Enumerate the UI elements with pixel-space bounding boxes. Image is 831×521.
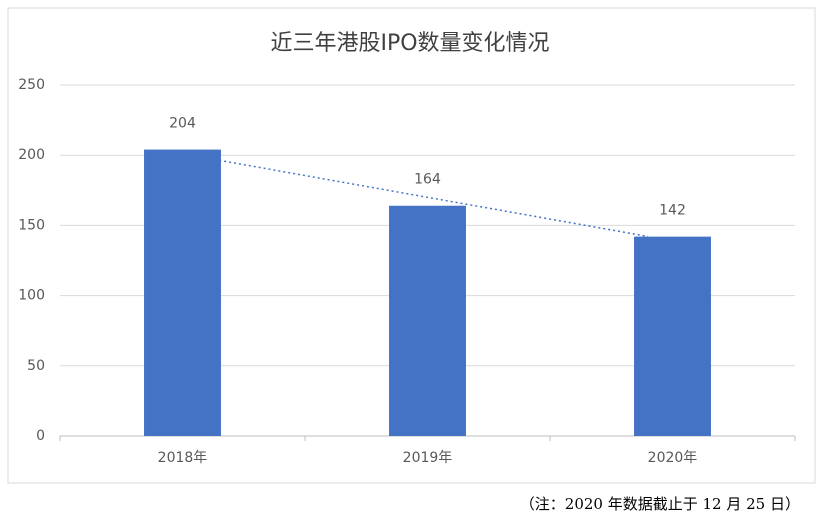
y-tick-label: 100 <box>18 288 45 304</box>
footnote: （注：2020 年数据截止于 12 月 25 日） <box>520 495 800 513</box>
y-tick-label: 250 <box>18 77 45 93</box>
x-tick-label: 2018年 <box>158 450 208 466</box>
x-tick-label: 2019年 <box>403 450 453 466</box>
y-tick-label: 150 <box>18 217 45 233</box>
chart-title: 近三年港股IPO数量变化情况 <box>270 31 549 56</box>
bar <box>389 205 466 436</box>
data-label: 142 <box>659 203 686 219</box>
bar <box>634 236 711 436</box>
bar <box>144 149 221 437</box>
y-tick-label: 200 <box>18 147 45 163</box>
x-tick-label: 2020年 <box>648 450 698 466</box>
data-label: 204 <box>169 116 196 132</box>
y-tick-label: 50 <box>27 358 45 374</box>
y-tick-label: 0 <box>36 428 45 444</box>
data-label: 164 <box>414 172 441 188</box>
